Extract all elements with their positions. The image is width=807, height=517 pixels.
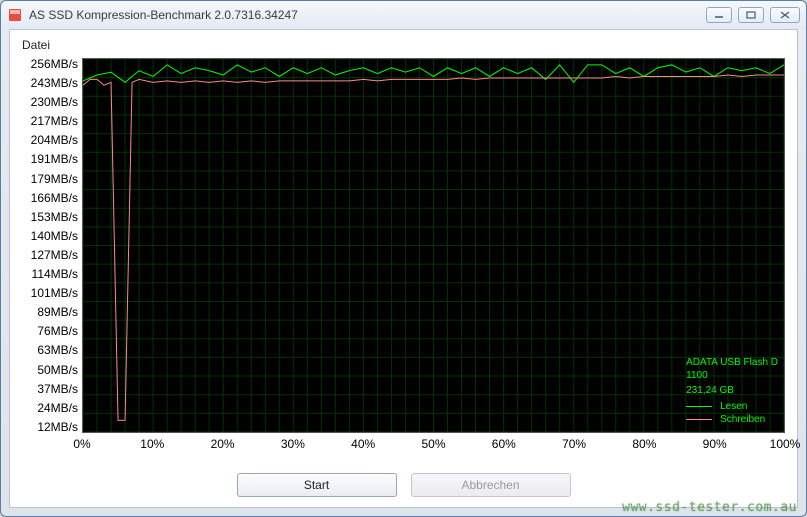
device-model: 1100	[686, 369, 778, 382]
chart-plot: ADATA USB Flash D 1100 231,24 GB LesenSc…	[82, 58, 785, 433]
chart-area: 256MB/s 243MB/s 230MB/s 217MB/s 204MB/s 191MB…	[18, 58, 789, 465]
y-axis: 256MB/s 243MB/s 230MB/s 217MB/s 204MB/s 191MB…	[18, 58, 82, 433]
x-tick-label: 30%	[281, 437, 305, 451]
app-icon	[7, 7, 23, 23]
x-tick-label: 80%	[632, 437, 656, 451]
x-tick-label: 20%	[211, 437, 235, 451]
legend-label: Lesen	[720, 400, 747, 413]
start-button[interactable]: Start	[237, 473, 397, 497]
y-tick-label: 230MB/s	[18, 96, 82, 108]
y-tick-label: 50MB/s	[18, 364, 82, 376]
y-tick-label: 243MB/s	[18, 77, 82, 89]
chart-info-box: ADATA USB Flash D 1100 231,24 GB LesenSc…	[686, 356, 778, 426]
x-tick-label: 50%	[421, 437, 445, 451]
device-name: ADATA USB Flash D	[686, 356, 778, 369]
y-tick-label: 24MB/s	[18, 402, 82, 414]
y-tick-label: 166MB/s	[18, 192, 82, 204]
y-tick-label: 140MB/s	[18, 230, 82, 242]
y-tick-label: 204MB/s	[18, 134, 82, 146]
y-tick-label: 76MB/s	[18, 325, 82, 337]
window-title: AS SSD Kompression-Benchmark 2.0.7316.34…	[29, 8, 706, 22]
x-tick-label: 100%	[770, 437, 801, 451]
y-tick-label: 114MB/s	[18, 268, 82, 280]
y-tick-label: 153MB/s	[18, 211, 82, 223]
y-tick-label: 179MB/s	[18, 173, 82, 185]
button-bar: Start Abbrechen	[18, 465, 789, 499]
menu-bar: Datei	[18, 36, 789, 58]
device-capacity: 231,24 GB	[686, 384, 778, 397]
minimize-button[interactable]	[706, 7, 732, 23]
legend-swatch	[686, 406, 712, 407]
legend-item: Lesen	[686, 400, 778, 413]
x-tick-label: 60%	[492, 437, 516, 451]
x-tick-label: 40%	[351, 437, 375, 451]
menu-file[interactable]: Datei	[22, 38, 50, 52]
y-tick-label: 256MB/s	[18, 58, 82, 70]
x-axis: 0%10%20%30%40%50%60%70%80%90%100%	[82, 437, 785, 453]
y-tick-label: 127MB/s	[18, 249, 82, 261]
content-panel: Datei 256MB/s 243MB/s 230MB/s 217MB/s 204MB/…	[9, 29, 798, 508]
x-tick-label: 0%	[73, 437, 90, 451]
x-tick-label: 90%	[703, 437, 727, 451]
legend-item: Schreiben	[686, 413, 778, 426]
app-window: AS SSD Kompression-Benchmark 2.0.7316.34…	[0, 0, 807, 517]
window-controls	[706, 7, 800, 23]
y-tick-label: 217MB/s	[18, 115, 82, 127]
chart-legend: LesenSchreiben	[686, 400, 778, 426]
abort-button[interactable]: Abbrechen	[411, 473, 571, 497]
maximize-button[interactable]	[738, 7, 764, 23]
watermark: www.ssd-tester.com.au	[622, 500, 797, 515]
y-tick-label: 37MB/s	[18, 383, 82, 395]
x-tick-label: 10%	[140, 437, 164, 451]
x-tick-label: 70%	[562, 437, 586, 451]
legend-label: Schreiben	[720, 413, 765, 426]
y-tick-label: 89MB/s	[18, 306, 82, 318]
y-tick-label: 191MB/s	[18, 153, 82, 165]
close-button[interactable]	[770, 7, 800, 23]
titlebar: AS SSD Kompression-Benchmark 2.0.7316.34…	[1, 1, 806, 29]
legend-swatch	[686, 419, 712, 420]
y-tick-label: 101MB/s	[18, 287, 82, 299]
y-tick-label: 12MB/s	[18, 421, 82, 433]
chart-svg	[83, 59, 784, 432]
y-tick-label: 63MB/s	[18, 344, 82, 356]
